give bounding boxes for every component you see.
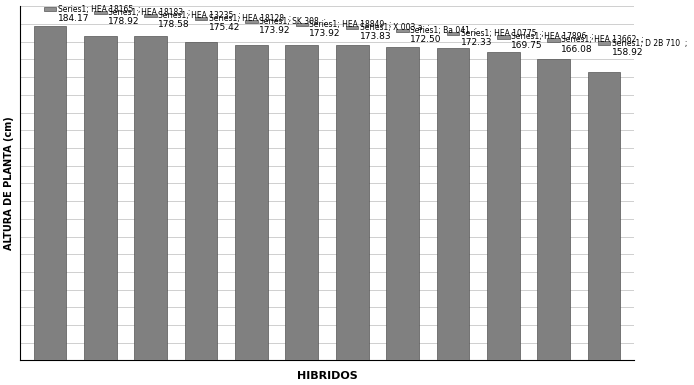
FancyBboxPatch shape [548,38,560,42]
FancyBboxPatch shape [44,7,56,11]
FancyBboxPatch shape [195,17,208,20]
FancyBboxPatch shape [346,26,359,29]
Text: 158.92: 158.92 [611,48,643,57]
FancyBboxPatch shape [598,42,610,45]
Text: 166.08: 166.08 [561,45,593,54]
Bar [588,72,620,360]
Y-axis label: ALTURA DE PLANTA (cm): ALTURA DE PLANTA (cm) [4,117,14,250]
Bar [437,47,469,360]
Text: 169.75: 169.75 [511,42,543,50]
Text: Series1; Ba 041  ;: Series1; Ba 041 ; [410,26,477,35]
Text: Series1; HEA 10775  ;: Series1; HEA 10775 ; [461,29,543,38]
Text: Series1; HEA 18128  ;: Series1; HEA 18128 ; [209,14,291,23]
FancyBboxPatch shape [296,23,308,26]
Text: 173.83: 173.83 [359,32,391,41]
Text: 175.42: 175.42 [209,23,240,32]
Text: 178.92: 178.92 [108,17,139,26]
Bar [235,45,268,360]
Bar [33,26,67,360]
Text: 184.17: 184.17 [58,13,89,23]
Text: Series1; HEA 13235  ;: Series1; HEA 13235 ; [158,11,241,20]
Text: 173.92: 173.92 [310,29,341,38]
FancyBboxPatch shape [396,29,409,32]
Bar [336,45,369,360]
Bar [185,42,217,360]
Bar [84,35,117,360]
Text: Series1; HEA 18183  ;: Series1; HEA 18183 ; [108,8,190,17]
Bar [537,59,570,360]
Text: Series1; HEA 18165  ;: Series1; HEA 18165 ; [58,5,140,13]
Text: 178.58: 178.58 [158,20,190,29]
FancyBboxPatch shape [94,10,107,14]
Text: 172.50: 172.50 [410,35,441,44]
Text: Series1; HEA 18849  ;: Series1; HEA 18849 ; [310,20,392,29]
Text: Series1; D 2B 710  ;: Series1; D 2B 710 ; [611,38,687,48]
FancyBboxPatch shape [245,20,257,23]
Bar [386,47,419,360]
Text: Series1; HEA 17896  ;: Series1; HEA 17896 ; [511,32,593,41]
X-axis label: HIBRIDOS: HIBRIDOS [296,371,357,381]
Text: Series1; X 003 a  ;: Series1; X 003 a ; [359,23,430,32]
Bar [285,45,318,360]
Bar [487,52,520,360]
Bar [135,36,167,360]
FancyBboxPatch shape [447,32,459,35]
Text: 172.33: 172.33 [461,38,492,47]
Text: 173.92: 173.92 [259,26,291,35]
Text: Series1; SK 308  ;: Series1; SK 308 ; [259,17,326,26]
Text: Series1; HEA 13662  ;: Series1; HEA 13662 ; [561,35,644,45]
FancyBboxPatch shape [144,13,157,17]
FancyBboxPatch shape [497,35,509,39]
